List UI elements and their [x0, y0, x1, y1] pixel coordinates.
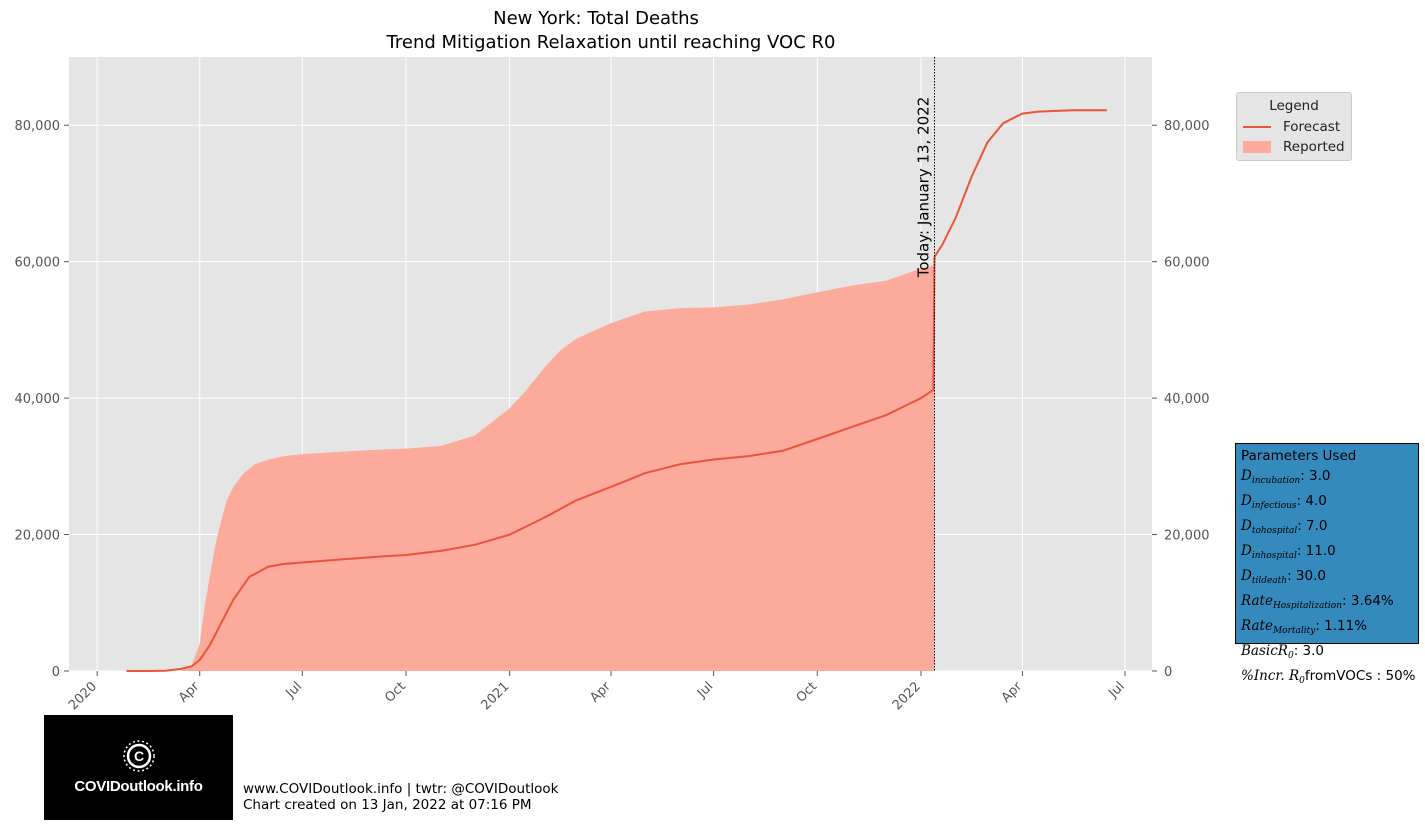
- parameter-line: Dinhospital: 11.0: [1241, 541, 1413, 566]
- parameter-subscript: 0: [1287, 651, 1294, 661]
- parameter-value: : 4.0: [1296, 493, 1327, 509]
- forecast-series: [126, 109, 1107, 672]
- parameter-symbol: %Incr. R: [1241, 668, 1300, 684]
- chart-title: New York: Total Deaths: [493, 8, 699, 29]
- parameter-subscript: infectious: [1251, 501, 1297, 511]
- footer: www.COVIDoutlook.info | twtr: @COVIDoutl…: [243, 781, 558, 813]
- x-tick-label: Jul: [1105, 679, 1127, 701]
- x-tick-label: Apr: [176, 679, 203, 706]
- parameter-subscript: tohospital: [1251, 526, 1298, 536]
- footer-created-line: Chart created on 13 Jan, 2022 at 07:16 P…: [243, 797, 532, 813]
- parameter-subscript: inhospital: [1251, 551, 1297, 561]
- x-tick-label: Apr: [587, 679, 614, 706]
- y-tick-label-right: 80,000: [1164, 119, 1210, 134]
- y-tick-label-left: 20,000: [15, 529, 61, 544]
- forecast-swatch: [1243, 126, 1271, 128]
- y-tick-label-right: 20,000: [1164, 529, 1210, 544]
- parameter-symbol: D: [1241, 543, 1252, 559]
- parameter-value: fromVOCs : 50%: [1304, 668, 1416, 684]
- parameter-symbol: D: [1241, 568, 1252, 584]
- parameter-value: : 3.64%: [1342, 593, 1394, 609]
- x-tick-label: Jul: [283, 679, 305, 701]
- parameter-line: %Incr. R0fromVOCs : 50%: [1241, 666, 1416, 691]
- parameter-symbol: Rate: [1241, 593, 1273, 609]
- svg-text:C: C: [134, 748, 144, 764]
- logo: C COVIDoutlook.info: [44, 715, 233, 820]
- parameter-line: RateHospitalization: 3.64%: [1241, 591, 1413, 616]
- today-marker: Today: January 13, 2022: [914, 57, 935, 671]
- parameter-subscript: Hospitalization: [1272, 601, 1343, 611]
- parameter-symbol: BasicR: [1241, 643, 1288, 659]
- parameter-value: : 11.0: [1296, 543, 1336, 559]
- reported-swatch: [1243, 141, 1271, 153]
- parameter-symbol: D: [1241, 493, 1252, 509]
- legend-title: Legend: [1269, 98, 1319, 114]
- forecast-line: [126, 109, 1107, 672]
- parameter-line: Dincubation: 3.0: [1241, 466, 1413, 491]
- x-tick-label: Oct: [382, 679, 409, 706]
- parameter-subscript: tildeath: [1251, 576, 1288, 586]
- parameter-value: : 30.0: [1287, 568, 1326, 584]
- legend-item-reported: Reported: [1243, 138, 1345, 156]
- reported-area: [180, 265, 935, 671]
- x-tick-label: 2021: [478, 679, 512, 713]
- parameters-list: Dincubation: 3.0 Dinfectious: 4.0 Dtohospi…: [1241, 466, 1416, 691]
- parameter-line: BasicR0: 3.0: [1241, 641, 1413, 666]
- parameter-subscript: incubation: [1251, 476, 1301, 486]
- x-tick-label: Apr: [999, 679, 1026, 706]
- y-tick-label-left: 80,000: [15, 119, 61, 134]
- parameter-line: Dtohospital: 7.0: [1241, 516, 1413, 541]
- parameter-line: RateMortality: 1.11%: [1241, 616, 1413, 641]
- reported-series: [180, 265, 935, 671]
- parameters-box: Parameters Used Dincubation: 3.0 Dinfecti…: [1235, 443, 1419, 686]
- parameter-value: : 1.11%: [1315, 618, 1368, 634]
- parameter-subscript: 0: [1299, 676, 1305, 686]
- parameter-symbol: D: [1241, 468, 1252, 484]
- y-tick-label-right: 40,000: [1164, 392, 1210, 407]
- today-label: Today: January 13, 2022: [914, 97, 932, 279]
- parameter-subscript: Mortality: [1272, 626, 1316, 636]
- virus-icon: C: [123, 740, 155, 772]
- parameter-line: Dtildeath: 30.0: [1241, 566, 1413, 591]
- parameter-symbol: D: [1241, 518, 1252, 534]
- legend: Legend Forecast Reported: [1236, 92, 1352, 161]
- legend-label-forecast: Forecast: [1283, 119, 1341, 135]
- chart-subtitle: Trend Mitigation Relaxation until reachi…: [386, 32, 836, 53]
- y-tick-label-left: 40,000: [15, 392, 61, 407]
- legend-item-forecast: Forecast: [1243, 118, 1340, 136]
- parameter-value: : 3.0: [1293, 643, 1324, 659]
- parameter-line: Dinfectious: 4.0: [1241, 491, 1413, 516]
- y-tick-label-left: 0: [52, 665, 60, 680]
- footer-link-line[interactable]: www.COVIDoutlook.info | twtr: @COVIDoutl…: [243, 781, 559, 797]
- x-tick-label: Oct: [794, 679, 821, 706]
- y-tick-label-right: 0: [1164, 665, 1172, 680]
- parameter-symbol: Rate: [1241, 618, 1273, 634]
- y-tick-label-left: 60,000: [15, 256, 61, 271]
- x-tick-label: 2022: [890, 679, 924, 713]
- y-tick-label-right: 60,000: [1164, 256, 1210, 271]
- legend-label-reported: Reported: [1283, 139, 1345, 155]
- parameters-title: Parameters Used: [1241, 448, 1357, 464]
- x-tick-label: Jul: [694, 679, 716, 701]
- parameter-value: : 7.0: [1297, 518, 1328, 534]
- logo-text: COVIDoutlook.info: [74, 778, 203, 795]
- parameter-value: : 3.0: [1300, 468, 1331, 484]
- x-tick-label: 2020: [66, 679, 100, 713]
